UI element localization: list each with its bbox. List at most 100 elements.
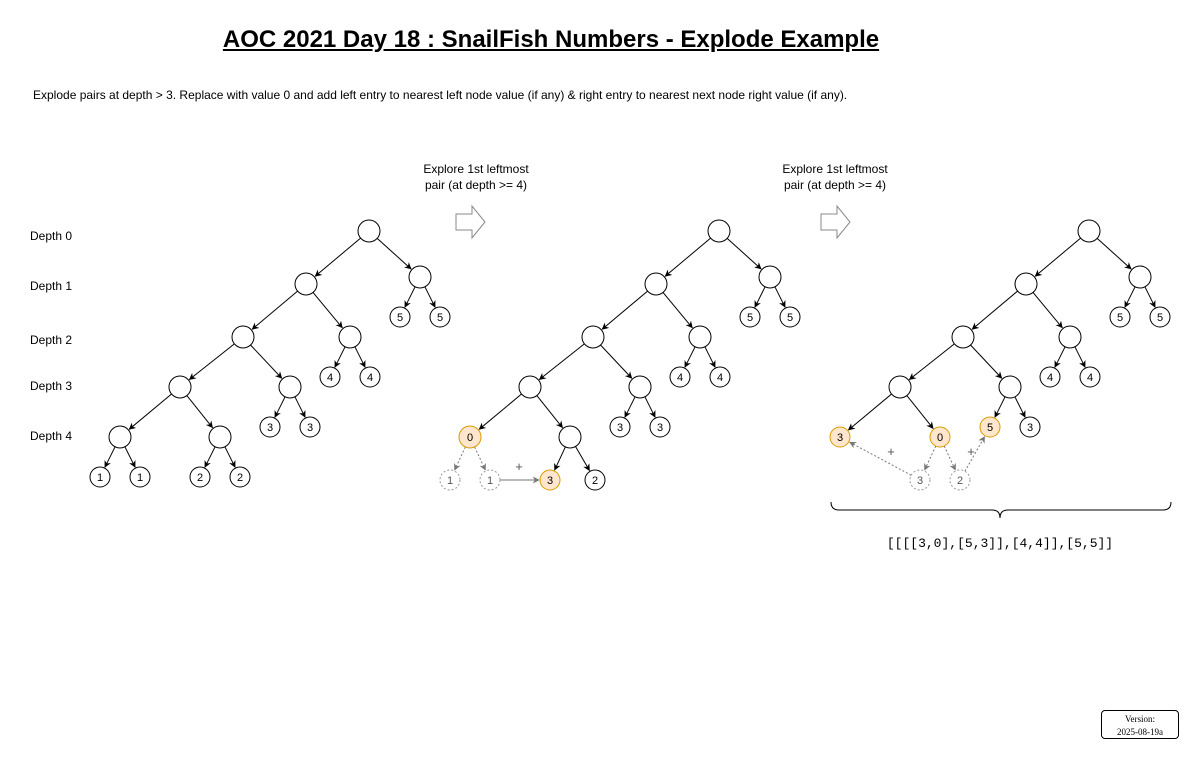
tree-pair-node xyxy=(888,375,912,399)
node-circle xyxy=(479,469,501,491)
node-circle xyxy=(429,306,451,328)
tree-edge xyxy=(186,395,213,429)
node-value: 0 xyxy=(937,432,943,444)
tree-pair-node xyxy=(581,325,605,349)
tree-pair-node xyxy=(357,219,381,243)
tree-edge xyxy=(726,237,762,270)
node-value: 3 xyxy=(547,475,553,487)
node-circle xyxy=(231,325,255,349)
node-circle xyxy=(758,265,782,289)
node-circle xyxy=(709,366,731,388)
tree-edge xyxy=(536,395,563,429)
node-circle xyxy=(1079,366,1101,388)
tree-edge xyxy=(774,286,786,308)
node-circle xyxy=(829,426,851,448)
node-circle xyxy=(278,375,302,399)
node-value: 5 xyxy=(747,312,753,324)
tree-pair-node xyxy=(338,325,362,349)
node-value: 4 xyxy=(1087,372,1093,384)
tree-leaf-node: 3 xyxy=(649,416,671,438)
node-value: 0 xyxy=(467,432,473,444)
tree-leaf-node: 4 xyxy=(709,366,731,388)
node-value: 5 xyxy=(1157,312,1163,324)
tree-edge xyxy=(1034,237,1081,277)
tree-leaf-node: 3 xyxy=(539,469,561,491)
step-arrow-2 xyxy=(820,204,851,240)
tree-pair-node xyxy=(951,325,975,349)
node-circle xyxy=(338,325,362,349)
node-circle xyxy=(558,425,582,449)
node-circle xyxy=(1014,272,1038,296)
tree-leaf-node: 1 xyxy=(479,469,501,491)
explode-arrow xyxy=(924,445,937,471)
tree-edge xyxy=(404,286,416,308)
tree-pair-node xyxy=(108,425,132,449)
node-circle xyxy=(408,265,432,289)
tree-edge xyxy=(994,396,1006,418)
node-circle xyxy=(888,375,912,399)
node-circle xyxy=(581,325,605,349)
tree-pair-node xyxy=(231,325,255,349)
node-circle xyxy=(294,272,318,296)
node-value: 5 xyxy=(787,312,793,324)
tree-edges xyxy=(104,237,1156,472)
node-circle xyxy=(929,426,951,448)
node-circle xyxy=(1128,265,1152,289)
tree-edge xyxy=(188,343,235,380)
tree-leaf-node: 4 xyxy=(359,366,381,388)
tree-edge xyxy=(354,346,366,368)
tree-edge xyxy=(376,237,412,270)
node-circle xyxy=(1149,306,1171,328)
tree-edge xyxy=(754,286,766,308)
node-circle xyxy=(129,466,151,488)
tree-edge xyxy=(600,344,633,379)
explode-arrow xyxy=(454,446,466,471)
node-circle xyxy=(189,466,211,488)
depth-label-1: Depth 1 xyxy=(30,279,73,293)
node-circle xyxy=(1109,306,1131,328)
node-circle xyxy=(108,425,132,449)
node-value: 2 xyxy=(957,475,963,487)
tree-edge xyxy=(1054,346,1066,368)
tree-edge xyxy=(128,393,172,430)
tree-edge xyxy=(601,290,648,330)
result-expression: [[[[3,0],[5,3]],[4,4]],[5,5]] xyxy=(886,536,1114,551)
step-caption-2: Explore 1st leftmost pair (at depth >= 4… xyxy=(755,161,915,193)
tree-leaf-node: 5 xyxy=(1109,306,1131,328)
tree-leaf-node: 2 xyxy=(229,466,251,488)
explode-arrow xyxy=(964,435,986,472)
tree-edge xyxy=(847,393,892,431)
tree-edge xyxy=(538,343,585,380)
tree-pair-node xyxy=(758,265,782,289)
tree-edge xyxy=(1074,346,1086,368)
tree-leaf-node: 1 xyxy=(89,466,111,488)
explode-arrow xyxy=(849,441,912,476)
step-caption-1-line1: Explore 1st leftmost xyxy=(423,162,529,176)
tree-leaf-node: 4 xyxy=(319,366,341,388)
tree-edge xyxy=(294,396,306,418)
tree-leaf-node: 2 xyxy=(949,469,971,491)
node-value: 2 xyxy=(237,472,243,484)
node-value: 3 xyxy=(307,422,313,434)
node-value: 1 xyxy=(137,472,143,484)
tree-pair-node xyxy=(168,375,192,399)
tree-pair-node xyxy=(644,272,668,296)
tree-pair-node xyxy=(628,375,652,399)
tree-edge xyxy=(224,446,236,468)
tree-leaf-node: 4 xyxy=(1079,366,1101,388)
node-value: 4 xyxy=(327,372,333,384)
tree-edge xyxy=(274,396,286,418)
depth-label-0: Depth 0 xyxy=(30,229,73,243)
node-circle xyxy=(439,469,461,491)
tree-pair-node xyxy=(208,425,232,449)
tree-leaf-node: 3 xyxy=(299,416,321,438)
tree-leaf-node: 3 xyxy=(829,426,851,448)
plus-sign-2: + xyxy=(887,444,895,459)
tree-pair-node xyxy=(408,265,432,289)
step-caption-1-line2: pair (at depth >= 4) xyxy=(424,178,528,192)
tree-edge xyxy=(1096,237,1132,270)
node-circle xyxy=(389,306,411,328)
tree-leaf-node: 5 xyxy=(779,306,801,328)
tree-edge xyxy=(908,343,955,380)
